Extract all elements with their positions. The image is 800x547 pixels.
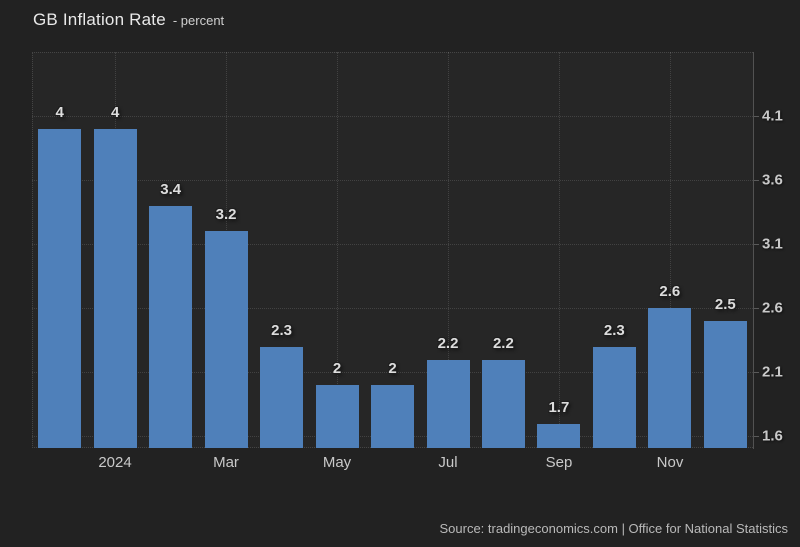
y-gridline: [32, 244, 753, 245]
y-axis-tick: [753, 372, 759, 373]
bar-value-label: 2.3: [271, 321, 293, 339]
y-gridline: [32, 308, 753, 309]
x-axis-label: May: [322, 454, 352, 471]
x-axis-label: Nov: [656, 454, 684, 471]
x-axis-label: 2024: [98, 454, 132, 471]
y-axis-tick: [753, 244, 759, 245]
y-axis-tick: [753, 116, 759, 117]
bar-value-label: 4: [111, 103, 120, 121]
bar-value-label: 2: [388, 360, 397, 378]
bar[interactable]: [537, 423, 581, 448]
x-gridline: [337, 52, 338, 448]
y-axis-label: 2.1: [762, 363, 783, 381]
x-gridline: [559, 52, 560, 448]
bar[interactable]: [260, 346, 304, 448]
bar[interactable]: [703, 321, 747, 448]
x-gridline: [670, 52, 671, 448]
bar-value-label: 3.2: [215, 206, 237, 224]
bar-value-label: 4: [55, 103, 64, 121]
bar[interactable]: [204, 231, 248, 448]
y-axis-label: 2.6: [762, 299, 783, 317]
y-axis-label: 1.6: [762, 427, 783, 445]
y-axis-tick: [753, 308, 759, 309]
bar-value-label: 2: [332, 360, 342, 378]
bar[interactable]: [93, 128, 137, 448]
bar[interactable]: [149, 205, 193, 448]
y-axis-tick: [753, 436, 759, 437]
y-axis-label: 3.6: [762, 171, 783, 189]
x-axis-label: Jul: [438, 454, 458, 471]
bar-value-label: 2.6: [659, 283, 681, 301]
x-gridline: [448, 52, 449, 448]
bar[interactable]: [315, 385, 359, 448]
chart-header: GB Inflation Rate - percent: [33, 10, 224, 30]
chart-units-subtitle: - percent: [172, 13, 225, 28]
y-gridline: [32, 372, 753, 373]
bar-value-label: 2.2: [492, 334, 514, 352]
y-axis-line: [753, 52, 754, 449]
bar[interactable]: [648, 308, 692, 448]
y-axis-label: 3.1: [762, 235, 783, 253]
y-axis-tick: [753, 180, 759, 181]
y-gridline: [32, 116, 753, 117]
x-axis-label: Mar: [213, 454, 239, 471]
bar-value-label: 3.4: [160, 180, 182, 198]
bar[interactable]: [371, 385, 414, 448]
y-axis-label: 4.1: [762, 107, 783, 125]
source-attribution: Source: tradingeconomics.com | Office fo…: [439, 521, 788, 536]
bar[interactable]: [592, 346, 636, 448]
y-gridline: [32, 180, 753, 181]
bar-value-label: 2.2: [437, 334, 459, 352]
bar[interactable]: [426, 359, 470, 448]
bar-value-label: 2.3: [603, 321, 625, 339]
page-title: GB Inflation Rate: [33, 10, 166, 29]
bar[interactable]: [481, 359, 525, 448]
bar-value-label: 2.5: [714, 296, 736, 314]
x-axis-label: Sep: [545, 454, 573, 471]
bar-value-label: 1.7: [548, 398, 570, 416]
bar[interactable]: [38, 128, 82, 448]
